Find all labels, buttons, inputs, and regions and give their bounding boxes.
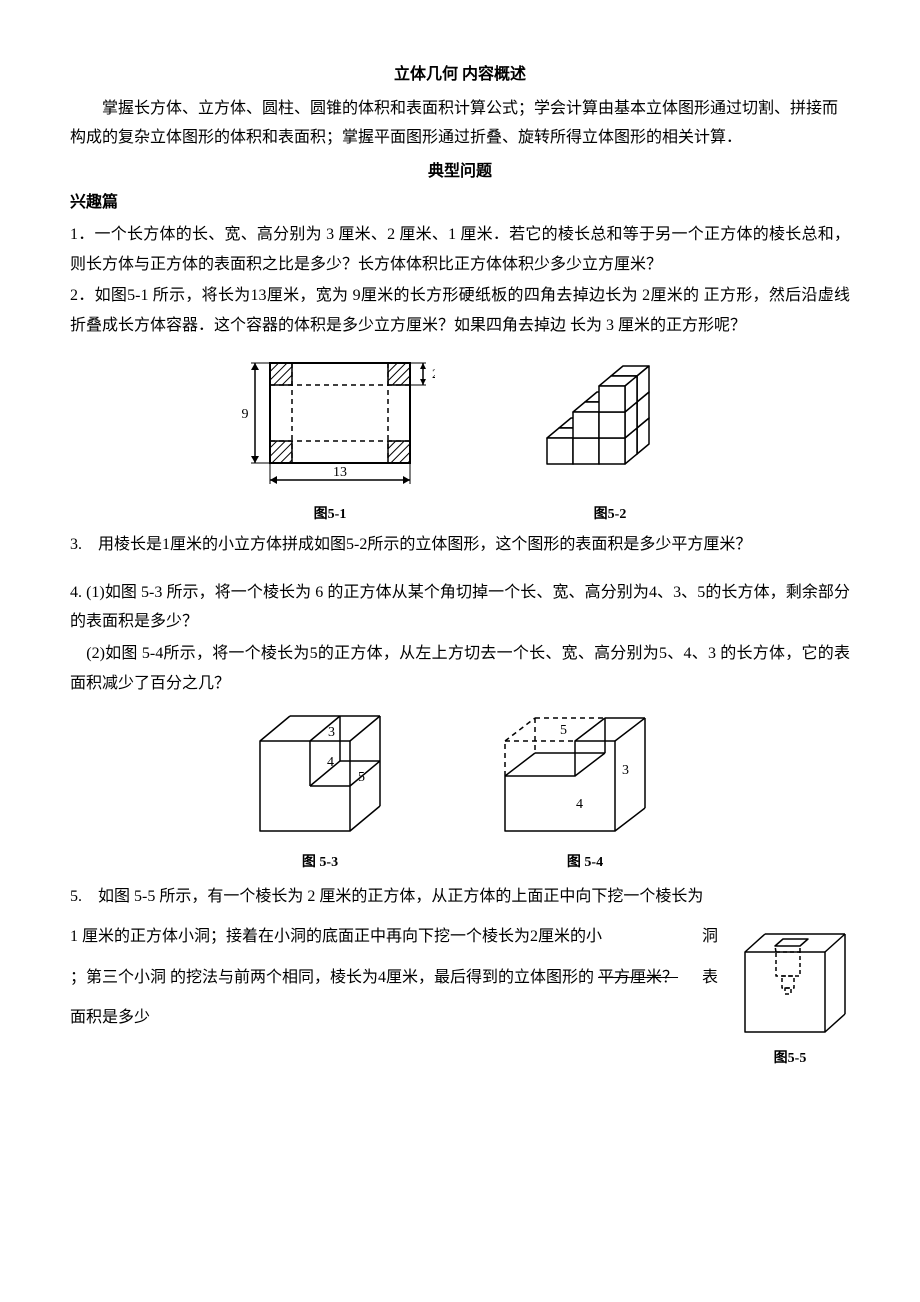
figure-5-2-col: 图5-2 [525, 358, 695, 528]
figure-5-3: 3 4 5 [240, 706, 400, 846]
subtitle: 典型问题 [70, 157, 850, 187]
fig53-n3: 3 [328, 725, 335, 740]
figure-row-2: 3 4 5 图 5-3 [70, 706, 850, 876]
intro-paragraph: 掌握长方体、立方体、圆柱、圆锥的体积和表面积计算公式；学会计算由基本立体图形通过… [70, 94, 850, 153]
figure-5-1-label: 图5-1 [314, 502, 347, 528]
figure-5-5-label: 图5-5 [730, 1046, 850, 1072]
problem-2: 2．如图5-1 所示，将长为13厘米，宽为 9厘米的长方形硬纸板的四角去掉边长为… [70, 281, 850, 340]
figure-5-3-col: 3 4 5 图 5-3 [240, 706, 400, 876]
figure-5-4: 5 3 4 [490, 706, 680, 846]
figure-5-2 [525, 358, 695, 498]
page-title: 立体几何 内容概述 [70, 60, 850, 90]
figure-5-3-label: 图 5-3 [302, 850, 338, 876]
fig53-n5: 5 [358, 770, 365, 785]
problem-5-wrap: 5. 如图 5-5 所示，有一个棱长为 2 厘米的正方体，从正方体的上面正中向下… [70, 878, 850, 1072]
figure-row-1: 9 13 2 图5-1 [70, 348, 850, 528]
p5c-tail-a: 平方厘米？ [598, 969, 678, 986]
figure-5-2-label: 图5-2 [594, 502, 627, 528]
problem-5-line1: 5. 如图 5-5 所示，有一个棱长为 2 厘米的正方体，从正方体的上面正中向下… [70, 878, 850, 916]
figure-5-1: 9 13 2 [225, 348, 435, 498]
section-heading: 兴趣篇 [70, 188, 850, 218]
fig54-n4: 4 [576, 797, 583, 812]
problem-4a: 4. (1)如图 5-3 所示，将一个棱长为 6 的正方体从某个角切掉一个长、宽… [70, 578, 850, 637]
fig51-dim-c: 2 [432, 366, 435, 381]
figure-5-5 [730, 922, 850, 1042]
figure-5-4-col: 5 3 4 图 5-4 [490, 706, 680, 876]
fig54-n3: 3 [622, 763, 629, 778]
p5c-main: ；第三个小洞 的挖法与前两个相同，棱长为4厘米，最后得到的立体图形的 [70, 969, 594, 986]
fig54-n5: 5 [560, 723, 567, 738]
fig51-dim-w: 13 [333, 465, 347, 480]
problem-1: 1．一个长方体的长、宽、高分别为 3 厘米、2 厘米、1 厘米．若它的棱长总和等… [70, 220, 850, 279]
figure-5-4-label: 图 5-4 [567, 850, 603, 876]
problem-4b: (2)如图 5-4所示，将一个棱长为5的正方体，从左上方切去一个长、宽、高分别为… [70, 639, 850, 698]
p5c-tail-b: 表 [702, 959, 718, 997]
fig53-n4: 4 [327, 755, 334, 770]
p5b-main: 1 厘米的正方体小洞；接着在小洞的底面正中再向下挖一个棱长为2厘米的小 [70, 928, 602, 945]
fig51-dim-h: 9 [242, 407, 249, 422]
p5b-tail: 洞 [702, 918, 718, 956]
figure-5-1-col: 9 13 2 图5-1 [225, 348, 435, 528]
problem-3: 3. 用棱长是1厘米的小立方体拼成如图5-2所示的立体图形，这个图形的表面积是多… [70, 530, 850, 560]
figure-5-5-col: 图5-5 [730, 922, 850, 1072]
